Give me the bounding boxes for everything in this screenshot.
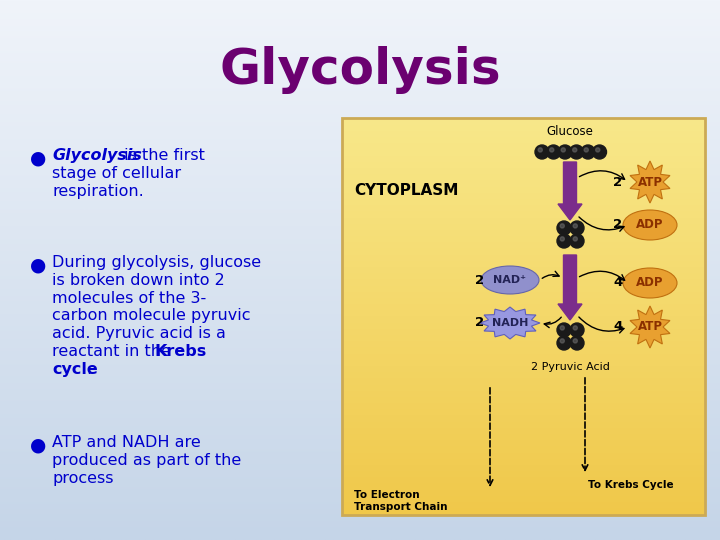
Circle shape (538, 148, 542, 152)
Text: NAD⁺: NAD⁺ (493, 275, 526, 285)
Circle shape (573, 224, 577, 228)
Text: Krebs: Krebs (154, 344, 206, 359)
Circle shape (570, 221, 584, 235)
Text: reactant in the: reactant in the (52, 344, 176, 359)
Circle shape (570, 336, 584, 350)
Circle shape (595, 148, 600, 152)
Text: .: . (86, 362, 91, 377)
Circle shape (549, 148, 554, 152)
Circle shape (584, 148, 588, 152)
Polygon shape (630, 161, 670, 203)
FancyArrow shape (558, 255, 582, 320)
Circle shape (573, 339, 577, 343)
Circle shape (561, 148, 565, 152)
Text: ATP and NADH are: ATP and NADH are (52, 435, 201, 450)
Circle shape (581, 145, 595, 159)
Circle shape (560, 224, 564, 228)
Circle shape (560, 339, 564, 343)
Circle shape (570, 234, 584, 248)
Text: respiration.: respiration. (52, 184, 144, 199)
Text: NADH: NADH (492, 318, 528, 328)
Circle shape (573, 237, 577, 241)
Text: produced as part of the: produced as part of the (52, 453, 241, 468)
Text: 4: 4 (613, 276, 623, 289)
Circle shape (593, 145, 606, 159)
Circle shape (557, 336, 571, 350)
Text: ●: ● (30, 435, 46, 454)
Text: carbon molecule pyruvic: carbon molecule pyruvic (52, 308, 251, 323)
Text: Glycolysis: Glycolysis (52, 148, 142, 163)
Text: is the first: is the first (119, 148, 205, 163)
Text: ADP: ADP (636, 276, 664, 289)
Text: 2 Pyruvic Acid: 2 Pyruvic Acid (531, 362, 609, 372)
Circle shape (546, 145, 560, 159)
Text: To Electron
Transport Chain: To Electron Transport Chain (354, 490, 448, 511)
Text: ATP: ATP (637, 321, 662, 334)
Text: is broken down into 2: is broken down into 2 (52, 273, 225, 288)
Text: 2: 2 (475, 316, 485, 329)
Text: acid. Pyruvic acid is a: acid. Pyruvic acid is a (52, 326, 226, 341)
Text: ATP: ATP (637, 176, 662, 188)
FancyArrow shape (558, 162, 582, 220)
Ellipse shape (623, 268, 677, 298)
Text: 2: 2 (613, 176, 623, 188)
Text: 4: 4 (613, 321, 623, 334)
Circle shape (557, 234, 571, 248)
Circle shape (573, 326, 577, 330)
Ellipse shape (481, 266, 539, 294)
Circle shape (572, 148, 577, 152)
Bar (342, 118, 705, 515)
Circle shape (560, 326, 564, 330)
Text: stage of cellular: stage of cellular (52, 166, 181, 181)
Text: ADP: ADP (636, 219, 664, 232)
Text: CYTOPLASM: CYTOPLASM (354, 183, 459, 198)
Circle shape (557, 221, 571, 235)
Text: 2: 2 (613, 219, 623, 232)
Text: ●: ● (30, 148, 46, 167)
Polygon shape (480, 307, 540, 339)
Text: During glycolysis, glucose: During glycolysis, glucose (52, 255, 261, 270)
Text: process: process (52, 471, 114, 485)
Circle shape (570, 145, 583, 159)
Text: Glucose: Glucose (546, 125, 593, 138)
Circle shape (560, 237, 564, 241)
Circle shape (558, 145, 572, 159)
Text: ●: ● (30, 255, 46, 274)
Circle shape (557, 323, 571, 337)
Text: 2: 2 (475, 273, 485, 287)
Text: Glycolysis: Glycolysis (219, 46, 501, 94)
Text: cycle: cycle (52, 362, 98, 377)
Polygon shape (630, 306, 670, 348)
Circle shape (535, 145, 549, 159)
Circle shape (570, 323, 584, 337)
Text: To Krebs Cycle: To Krebs Cycle (588, 480, 674, 490)
Ellipse shape (623, 210, 677, 240)
Text: molecules of the 3-: molecules of the 3- (52, 291, 206, 306)
